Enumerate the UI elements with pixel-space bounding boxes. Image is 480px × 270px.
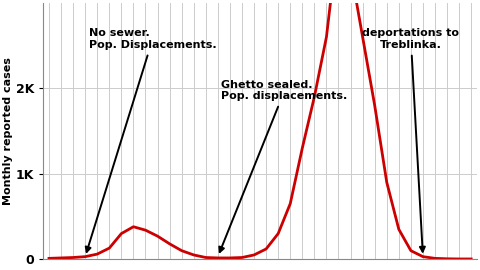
Y-axis label: Monthly reported cases: Monthly reported cases xyxy=(3,57,13,205)
Text: No sewer.
Pop. Displacements.: No sewer. Pop. Displacements. xyxy=(86,28,216,252)
Text: Ghetto sealed.
Pop. displacements.: Ghetto sealed. Pop. displacements. xyxy=(219,80,348,252)
Text: deportations to
Treblinka.: deportations to Treblinka. xyxy=(362,28,459,252)
